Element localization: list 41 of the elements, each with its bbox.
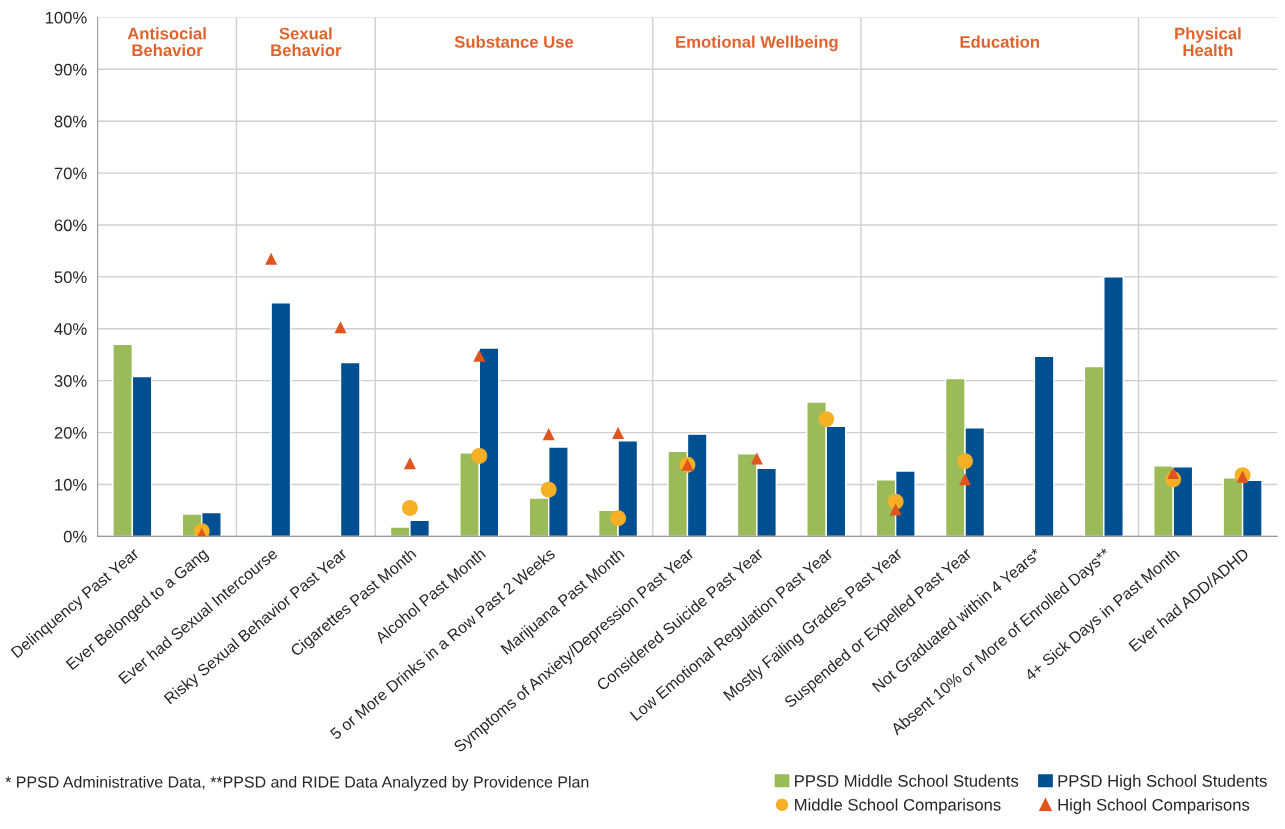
bar xyxy=(339,361,361,537)
y-tick-label: 60% xyxy=(54,219,87,232)
annotation: Physical Health xyxy=(1175,27,1241,57)
point xyxy=(402,499,418,516)
point xyxy=(957,453,973,470)
y-tick-label: 30% xyxy=(54,375,87,387)
point xyxy=(471,448,488,464)
point xyxy=(473,349,486,362)
y-tick-label: 90% xyxy=(54,63,87,76)
text: * PPSD Administrative Data, **PPSD and RIDE Data Analyzed by Providence Plan xyxy=(5,775,589,791)
point xyxy=(610,510,626,527)
legend-label: High School Comparisons xyxy=(1058,798,1250,814)
point xyxy=(540,481,557,498)
point xyxy=(265,252,278,265)
y-tick-label: 80% xyxy=(54,115,87,128)
point xyxy=(1167,467,1180,480)
annotation: Substance Use xyxy=(454,35,574,48)
y-tick-label: 70% xyxy=(54,167,87,180)
y-tick-label: 40% xyxy=(54,323,87,335)
bar xyxy=(270,302,292,537)
point xyxy=(542,428,555,441)
legend-label: PPSD Middle School Students xyxy=(795,774,1019,787)
legend-label: PPSD High School Students xyxy=(1058,774,1267,791)
point xyxy=(403,457,416,470)
y-tick-label: 50% xyxy=(54,271,87,284)
annotation: Sexual Behavior xyxy=(271,27,342,57)
point xyxy=(889,503,902,516)
y-tick-label: 0% xyxy=(63,530,87,543)
y-tick-label: 20% xyxy=(54,426,87,439)
annotation: Antisocial Behavior xyxy=(127,27,206,57)
y-tick-label: 10% xyxy=(55,478,87,491)
point xyxy=(612,427,625,440)
annotation: Education xyxy=(960,35,1039,48)
annotation: Emotional Wellbeing xyxy=(676,35,838,52)
point xyxy=(750,452,763,465)
y-tick-label: 100% xyxy=(45,11,87,24)
point xyxy=(959,473,972,486)
legend-label: Middle School Comparisons xyxy=(795,798,1001,814)
point xyxy=(818,411,835,427)
point xyxy=(334,321,347,334)
bar xyxy=(1033,355,1055,537)
